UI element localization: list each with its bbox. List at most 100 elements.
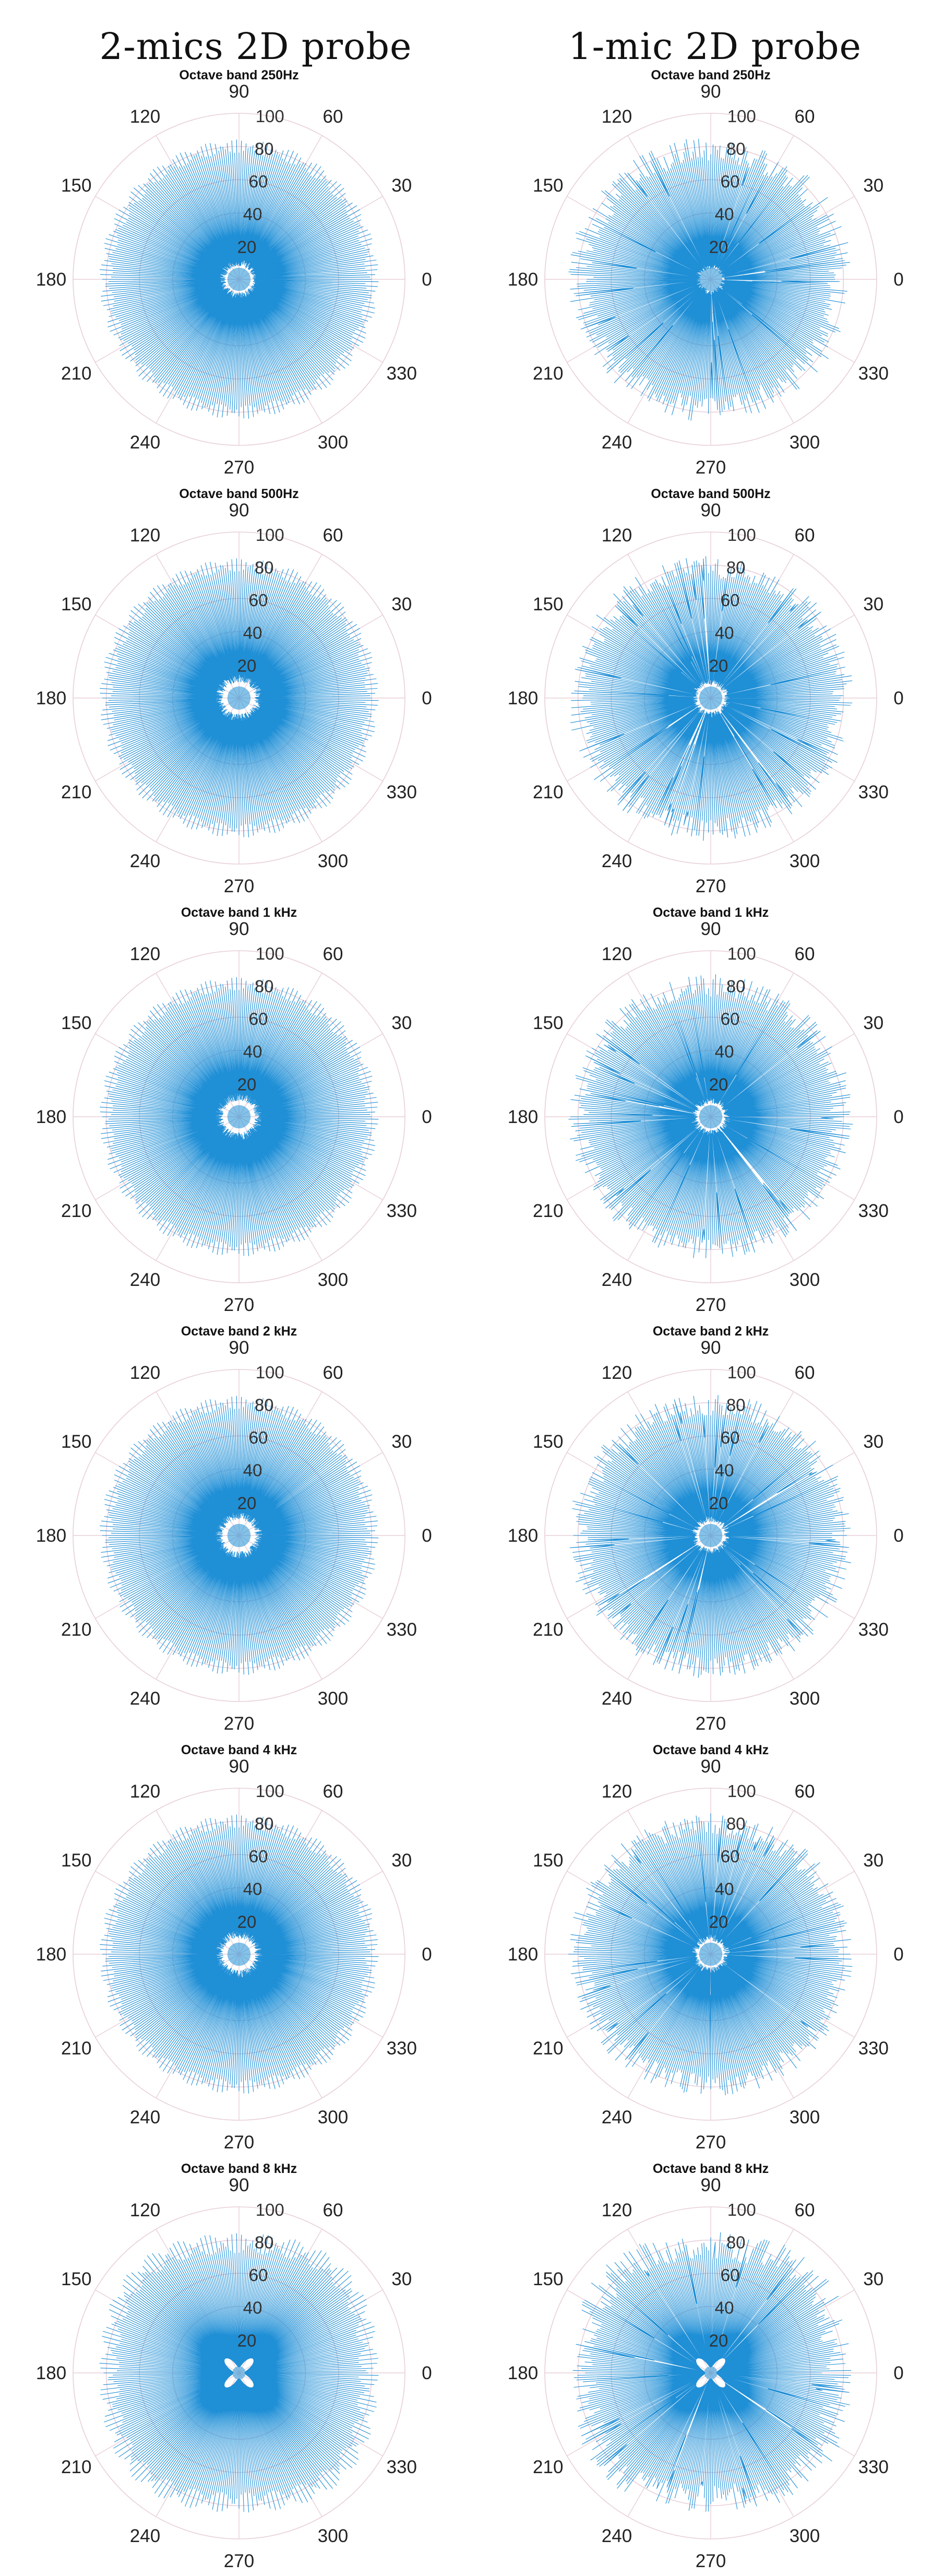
radial-tick-label: 60: [249, 172, 268, 191]
polar-chart-svg: Octave band 500Hz 20 40 60 80 100 0 30 60 90 120 15…: [36, 487, 432, 894]
radial-tick-label: 80: [255, 558, 274, 577]
radial-tick-label: 80: [255, 976, 274, 996]
trace-core: [704, 2366, 718, 2380]
angle-tick-label: 180: [508, 1526, 538, 1546]
angle-tick-label: 270: [224, 876, 254, 894]
polar-chart-1mic-1khz: Octave band 1 kHz 20 40 60 80 100 0 30 60 90 120 15…: [472, 900, 943, 1313]
angle-tick-label: 0: [422, 1107, 432, 1127]
angle-tick-label: 30: [863, 1850, 883, 1871]
polar-chart-svg: Octave band 2 kHz 20 40 60 80 100 0 30 60 90 120 15…: [36, 1324, 432, 1731]
radial-tick-label: 100: [727, 2200, 756, 2219]
angle-tick-label: 180: [36, 2363, 66, 2383]
radial-tick-label: 20: [237, 237, 257, 256]
radial-tick-label: 60: [721, 172, 740, 191]
angle-tick-label: 90: [701, 81, 721, 102]
angle-tick-label: 210: [533, 2038, 563, 2059]
angle-tick-label: 120: [130, 1363, 160, 1383]
radial-tick-label: 80: [255, 2232, 274, 2252]
angle-tick-label: 180: [508, 1107, 538, 1127]
angle-tick-label: 330: [858, 1620, 889, 1640]
trace-core: [699, 1523, 723, 1547]
polar-trace: [568, 138, 850, 421]
radial-tick-label: 60: [721, 1847, 740, 1866]
angle-tick-label: 30: [863, 1432, 883, 1452]
radial-tick-label: 80: [726, 1814, 746, 1833]
angle-tick-label: 240: [130, 432, 160, 453]
radial-tick-label: 80: [726, 1395, 746, 1414]
angle-tick-label: 330: [387, 1620, 417, 1640]
radial-tick-label: 80: [255, 139, 274, 158]
angle-tick-label: 330: [858, 363, 889, 384]
polar-chart-1mic-8khz: Octave band 8 kHz 20 40 60 80 100 0 30 60 90 120 15…: [472, 2156, 943, 2569]
angle-tick-label: 60: [323, 1363, 343, 1383]
polar-trace: [568, 974, 853, 1258]
angle-tick-label: 150: [533, 594, 563, 615]
radial-tick-label: 100: [256, 107, 284, 126]
radial-tick-label: 20: [709, 237, 728, 256]
angle-tick-label: 120: [602, 944, 632, 964]
column-header-1mic: 1-mic 2D probe: [568, 25, 862, 68]
radial-tick-label: 80: [726, 976, 746, 996]
angle-tick-label: 150: [61, 1850, 91, 1871]
trace-core: [232, 2366, 246, 2380]
radial-tick-label: 100: [256, 2200, 284, 2219]
radial-tick-label: 80: [255, 1814, 274, 1833]
angle-tick-label: 150: [533, 1432, 563, 1452]
chart-title: Octave band 2 kHz: [653, 1324, 769, 1339]
angle-tick-label: 60: [323, 2200, 343, 2220]
angle-tick-label: 180: [508, 269, 538, 290]
polar-chart-2mics-2khz: Octave band 2 kHz 20 40 60 80 100 0 30 60 90 120 15…: [0, 1319, 472, 1731]
angle-tick-label: 330: [858, 782, 889, 802]
angle-tick-label: 90: [229, 500, 249, 521]
angle-tick-label: 270: [696, 2132, 726, 2150]
polar-chart-1mic-250hz: Octave band 250Hz 20 40 60 80 100 0 30 60 90 120 15…: [472, 63, 943, 475]
angle-tick-label: 210: [61, 1620, 91, 1640]
angle-tick-label: 270: [696, 876, 726, 894]
angle-tick-label: 90: [701, 919, 721, 939]
radial-tick-label: 60: [721, 2265, 740, 2285]
chart-title: Octave band 1 kHz: [653, 905, 769, 920]
angle-tick-label: 0: [422, 269, 432, 290]
polar-trace: [100, 1814, 379, 2094]
angle-tick-label: 210: [533, 1201, 563, 1221]
polar-chart-svg: Octave band 250Hz 20 40 60 80 100 0 30 60 90 120 15…: [508, 68, 904, 475]
polar-chart-2mics-1khz: Octave band 1 kHz 20 40 60 80 100 0 30 60 90 120 15…: [0, 900, 472, 1313]
angle-tick-label: 210: [533, 2457, 563, 2477]
angle-tick-label: 90: [229, 2175, 249, 2195]
chart-title: Octave band 8 kHz: [653, 2161, 769, 2176]
angle-tick-label: 90: [229, 1338, 249, 1358]
radial-tick-label: 20: [709, 1493, 728, 1512]
angle-tick-label: 0: [893, 688, 903, 708]
angle-tick-label: 210: [533, 782, 563, 802]
radial-tick-label: 20: [709, 1074, 728, 1094]
angle-tick-label: 240: [130, 2526, 160, 2546]
radial-tick-label: 20: [709, 2331, 728, 2350]
polar-chart-svg: Octave band 8 kHz 20 40 60 80 100 0 30 60 90 120 15…: [36, 2161, 432, 2569]
polar-trace: [100, 977, 379, 1256]
radial-tick-label: 60: [249, 1009, 268, 1029]
polar-trace: [100, 558, 379, 837]
angle-tick-label: 150: [533, 2269, 563, 2289]
angle-tick-label: 120: [602, 2200, 632, 2220]
angle-tick-label: 120: [602, 1781, 632, 1802]
radial-tick-label: 20: [237, 656, 257, 675]
angle-tick-label: 150: [533, 1850, 563, 1871]
radial-tick-label: 40: [243, 1042, 262, 1061]
radial-tick-label: 40: [243, 623, 262, 643]
angle-tick-label: 240: [602, 1688, 632, 1709]
angle-tick-label: 90: [701, 2175, 721, 2195]
radial-tick-label: 80: [726, 139, 746, 158]
angle-tick-label: 330: [387, 1201, 417, 1221]
chart-title: Octave band 4 kHz: [181, 1743, 297, 1757]
angle-tick-label: 150: [533, 1013, 563, 1033]
chart-title: Octave band 500Hz: [179, 487, 298, 501]
chart-title: Octave band 250Hz: [179, 68, 298, 82]
angle-tick-label: 150: [61, 1432, 91, 1452]
trace-core: [227, 1105, 251, 1129]
angle-tick-label: 330: [858, 2038, 889, 2059]
angle-tick-label: 330: [387, 782, 417, 802]
radial-tick-label: 40: [715, 1042, 734, 1061]
polar-chart-svg: Octave band 4 kHz 20 40 60 80 100 0 30 60 90 120 15…: [508, 1743, 904, 2150]
angle-tick-label: 180: [508, 688, 538, 708]
angle-tick-label: 300: [318, 1688, 348, 1709]
